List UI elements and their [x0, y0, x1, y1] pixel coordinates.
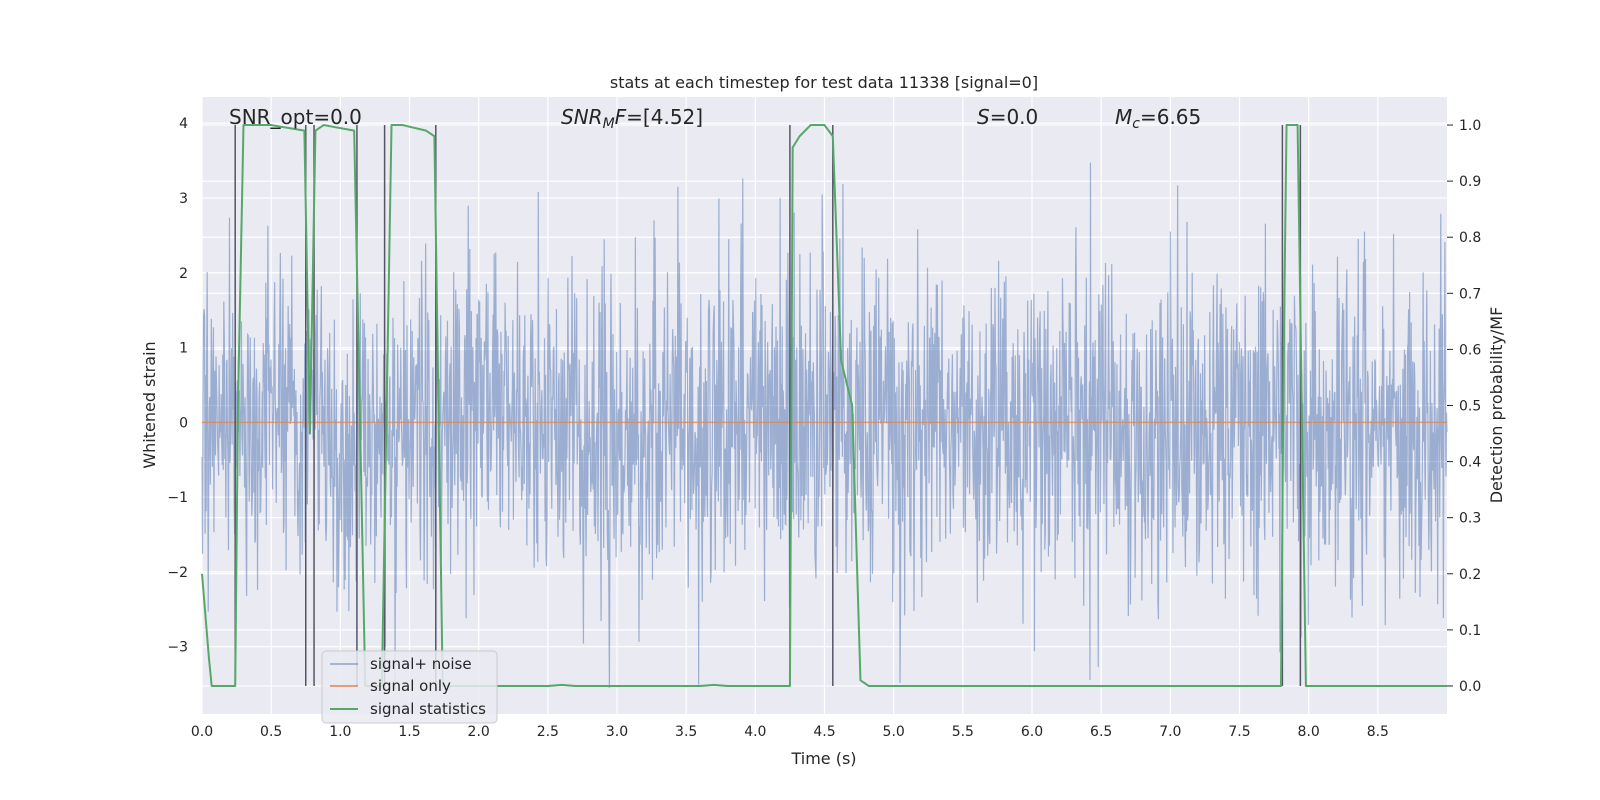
y2-tick-label-6: 0.6	[1459, 342, 1481, 358]
x-tick-label-11: 5.5	[952, 724, 974, 740]
legend-label-signal-statistics: signal statistics	[370, 700, 486, 718]
x-tick-label-2: 1.0	[329, 724, 351, 740]
y-tick-label-3: 0	[179, 415, 188, 431]
x-tick-label-3: 1.5	[398, 724, 420, 740]
x-tick-label-9: 4.5	[813, 724, 835, 740]
series-signal-statistics	[201, 124, 1447, 687]
y2-tick-label-5: 0.5	[1459, 399, 1481, 415]
y-tick-label-1: −2	[167, 565, 188, 581]
y-axis-ticks: −3 −2 −1 0 1 2 3 4	[167, 116, 188, 656]
x-tick-label-14: 7.0	[1159, 724, 1181, 740]
signal-statistics-line	[201, 124, 1447, 687]
x-tick-label-12: 6.0	[1021, 724, 1043, 740]
annotation-snr-opt: SNR_opt=0.0	[229, 105, 362, 129]
y2-tick-label-0: 0.0	[1459, 679, 1481, 695]
y-tick-label-2: −1	[167, 490, 188, 506]
y-tick-label-7: 4	[179, 116, 188, 132]
annotation-mc: Mc=6.65	[1115, 105, 1201, 132]
y2-axis-label: Detection probability/MF	[1487, 307, 1506, 504]
x-tick-label-1: 0.5	[260, 724, 282, 740]
legend: signal+ noise signal only signal statist…	[321, 650, 498, 724]
y2-tick-label-3: 0.3	[1459, 511, 1481, 527]
noise-line	[201, 162, 1448, 688]
y-tick-label-4: 1	[179, 341, 188, 357]
x-tick-label-15: 7.5	[1228, 724, 1250, 740]
x-tick-label-4: 2.0	[468, 724, 490, 740]
legend-label-signal-only: signal only	[370, 677, 451, 695]
y-tick-label-6: 3	[179, 191, 188, 207]
annotation-s: S=0.0	[977, 105, 1038, 129]
x-tick-label-6: 3.0	[606, 724, 628, 740]
y2-tick-label-8: 0.8	[1459, 230, 1481, 246]
x-axis-ticks: 0.0 0.5 1.0 1.5 2.0 2.5 3.0 3.5 4.0 4.5 5.0 5.5 6.0 6…	[191, 724, 1389, 740]
x-tick-label-0: 0.0	[191, 724, 213, 740]
y2-tick-label-2: 0.2	[1459, 567, 1481, 583]
y2-tick-label-4: 0.4	[1459, 455, 1481, 471]
x-axis-label: Time (s)	[790, 749, 856, 768]
series-signal-noise	[201, 162, 1448, 688]
x-tick-label-17: 8.5	[1367, 724, 1389, 740]
legend-box	[321, 650, 498, 724]
x-tick-label-7: 3.5	[675, 724, 697, 740]
x-tick-label-10: 5.0	[883, 724, 905, 740]
y2-tick-label-1: 0.1	[1459, 623, 1481, 639]
x-tick-label-8: 4.0	[744, 724, 766, 740]
y-axis-label: Whitened strain	[140, 341, 159, 468]
y2-tick-label-10: 1.0	[1459, 118, 1481, 134]
y-tick-label-5: 2	[179, 266, 188, 282]
y2-tick-label-9: 0.9	[1459, 174, 1481, 190]
x-tick-label-5: 2.5	[537, 724, 559, 740]
y2-axis-ticks: 0.0 0.1 0.2 0.3 0.4 0.5 0.6 0.7 0.8 0.9 1.0	[1447, 118, 1481, 695]
annotation-snr-mf: SNRMF=[4.52]	[561, 105, 703, 132]
y2-tick-label-7: 0.7	[1459, 286, 1481, 302]
legend-label-signal-noise: signal+ noise	[370, 655, 472, 673]
x-tick-label-16: 8.0	[1298, 724, 1320, 740]
chart-title: stats at each timestep for test data 113…	[610, 73, 1038, 92]
x-tick-label-13: 6.5	[1090, 724, 1112, 740]
y-tick-label-0: −3	[167, 640, 188, 656]
